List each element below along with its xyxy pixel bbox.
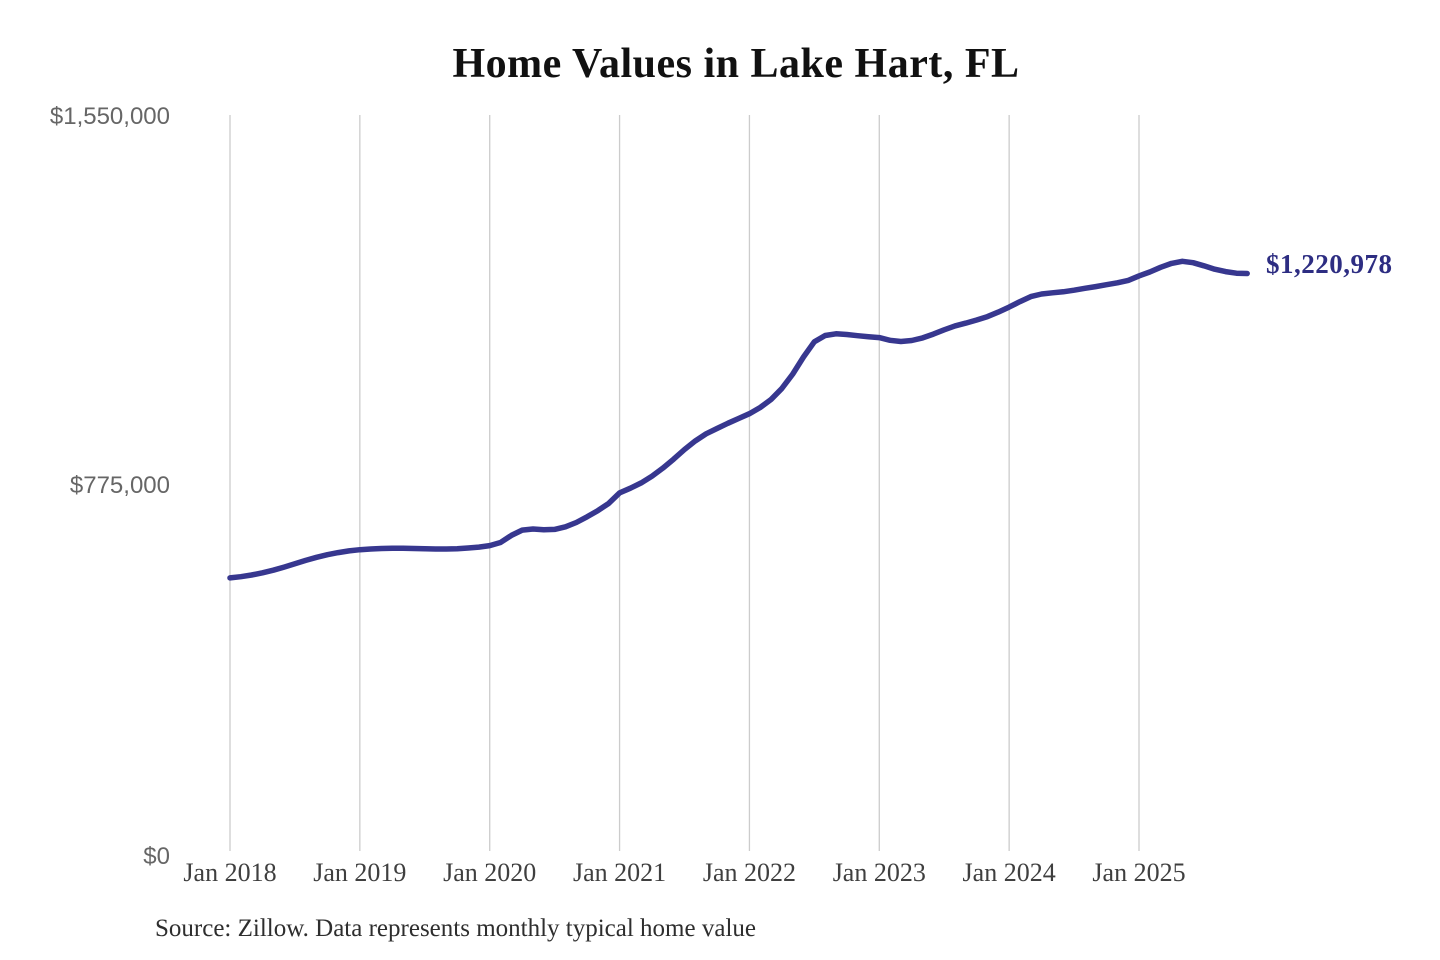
home-value-line <box>227 258 1250 581</box>
y-axis-tick-label-max: $1,550,000 <box>49 103 170 130</box>
y-axis-tick-label-mid: $775,000 <box>69 472 170 499</box>
x-axis-tick-label: Jan 2020 <box>443 858 536 887</box>
x-axis-tick-label: Jan 2018 <box>183 858 276 887</box>
y-axis-tick-label-zero: $0 <box>143 843 170 870</box>
x-axis-tick-label: Jan 2023 <box>833 858 926 887</box>
x-axis-tick-label: Jan 2021 <box>573 858 666 887</box>
source-note: Source: Zillow. Data represents monthly … <box>155 915 756 942</box>
latest-value-label: $1,220,978 <box>1266 249 1393 279</box>
x-axis-tick-label: Jan 2024 <box>963 858 1056 887</box>
x-axis-tick-label: Jan 2019 <box>313 858 406 887</box>
chart-title: Home Values in Lake Hart, FL <box>452 41 1020 87</box>
x-axis-tick-label: Jan 2022 <box>703 858 796 887</box>
x-axis-tick-label: Jan 2025 <box>1092 858 1185 887</box>
